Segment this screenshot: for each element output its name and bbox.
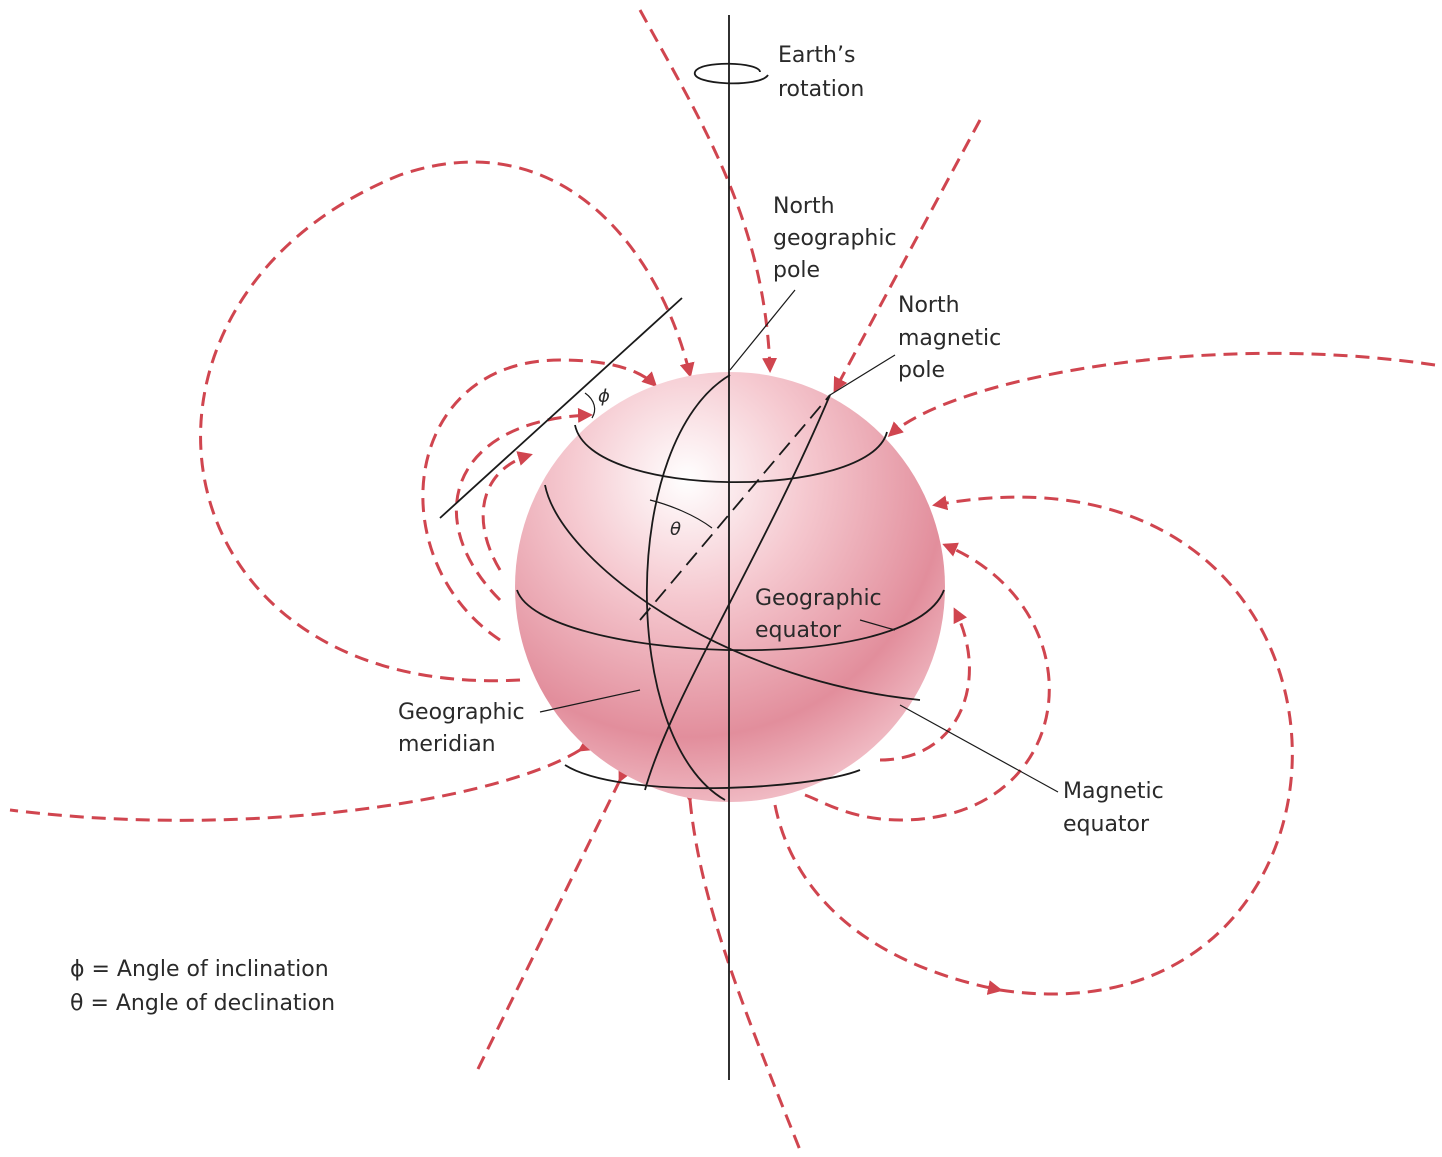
label: magnetic [898, 326, 1001, 351]
label: Earth’s [778, 43, 855, 68]
label: North [898, 293, 960, 318]
angle-label: ϕ [598, 386, 610, 407]
field-lines [9, 9, 1436, 1151]
angle-label: θ [670, 519, 681, 540]
label: rotation [778, 77, 864, 102]
label: North [773, 194, 835, 219]
label: meridian [398, 732, 496, 757]
legend-entry: θ = Angle of declination [70, 991, 335, 1016]
label: pole [898, 358, 945, 383]
label: Geographic [398, 700, 525, 725]
label: Geographic [755, 586, 882, 611]
label: Magnetic [1063, 779, 1164, 804]
globe [515, 372, 945, 802]
label: equator [1063, 812, 1150, 837]
label: geographic [773, 226, 897, 251]
globe-lines [439, 15, 1059, 1080]
label: equator [755, 618, 842, 643]
label: pole [773, 258, 820, 283]
labels: Earth’s rotation North geographic pole N… [70, 43, 1164, 1016]
legend-entry: ϕ = Angle of inclination [70, 957, 329, 982]
